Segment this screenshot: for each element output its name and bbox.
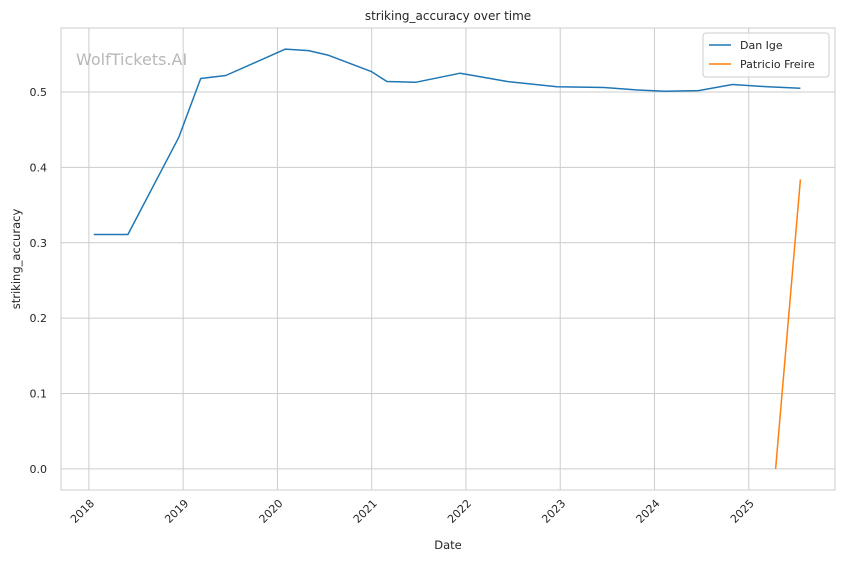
x-tick-label: 2023 bbox=[539, 497, 568, 526]
y-axis-title: striking_accuracy bbox=[9, 209, 23, 310]
legend-frame bbox=[702, 32, 830, 78]
watermark-text: WolfTickets.AI bbox=[76, 50, 187, 69]
y-tick-label: 0.4 bbox=[30, 161, 48, 174]
x-axis-title: Date bbox=[434, 538, 462, 552]
legend-label: Dan Ige bbox=[740, 39, 783, 52]
legend: Dan Ige Patricio Freire bbox=[702, 32, 830, 78]
chart-title: striking_accuracy over time bbox=[365, 9, 531, 23]
x-tick-label: 2025 bbox=[728, 497, 757, 526]
legend-label: Patricio Freire bbox=[740, 58, 815, 71]
y-tick-label: 0.5 bbox=[30, 86, 48, 99]
y-tick-label: 0.0 bbox=[30, 463, 48, 476]
x-tick-label: 2021 bbox=[351, 497, 380, 526]
y-tick-label: 0.2 bbox=[30, 312, 48, 325]
y-tick-label: 0.3 bbox=[30, 237, 48, 250]
plot-area bbox=[60, 27, 836, 491]
x-tick-label: 2020 bbox=[257, 497, 286, 526]
series-line-patricio-freire bbox=[774, 179, 802, 469]
x-tick-label: 2024 bbox=[634, 497, 663, 526]
x-tick-label: 2019 bbox=[162, 497, 191, 526]
y-tick-label: 0.1 bbox=[30, 388, 48, 401]
series-line-dan-ige bbox=[93, 48, 801, 236]
x-tick-label: 2022 bbox=[445, 497, 474, 526]
x-tick-label: 2018 bbox=[68, 497, 97, 526]
